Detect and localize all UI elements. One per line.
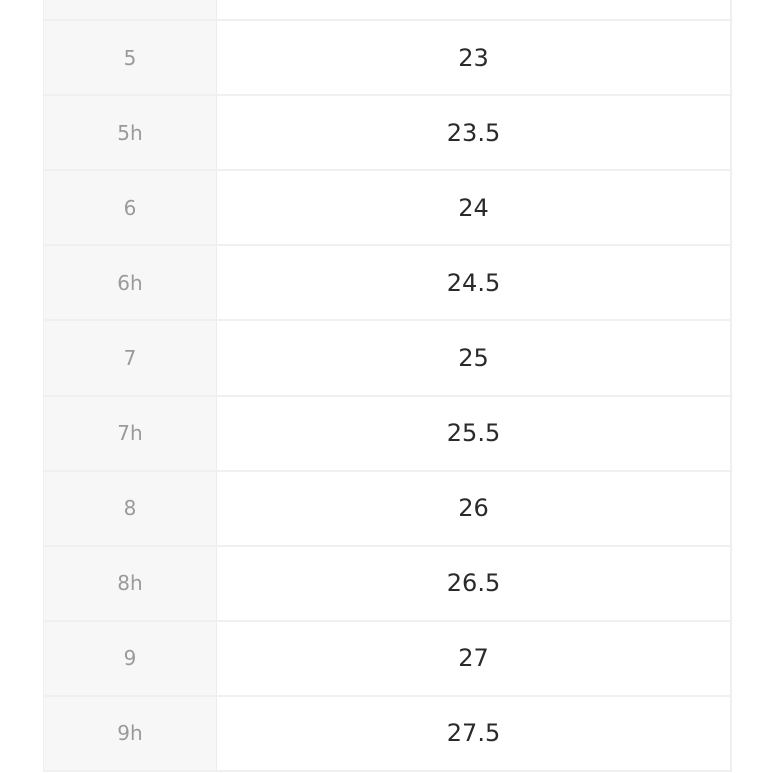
size-value: 25	[458, 344, 489, 373]
table-row: 5 23	[44, 21, 730, 97]
table-row: 8h 26.5	[44, 546, 730, 622]
table-row: 7 25	[44, 321, 730, 397]
size-value: 27.5	[446, 719, 501, 748]
table-row: 6h 24.5	[44, 246, 730, 322]
size-label: 7h	[44, 396, 217, 470]
table-row: 9h 27.5	[44, 696, 730, 773]
table-row: 9 27	[44, 621, 730, 697]
size-value: 25.5	[446, 419, 501, 448]
table-row: 5h 23.5	[44, 96, 730, 172]
table-row: 7h 25.5	[44, 396, 730, 472]
size-label: 6	[44, 171, 217, 245]
size-label: 5h	[44, 96, 217, 170]
size-label: 9h	[44, 696, 217, 771]
size-label	[44, 0, 217, 20]
size-value	[217, 0, 730, 19]
size-value: 27	[458, 644, 489, 673]
size-table: 5 23 5h 23.5 6 24 6h 24.5 7 25 7h 25.5 8 26 8h 26.5 9 27 9…	[43, 0, 732, 773]
size-label: 5	[44, 21, 217, 95]
size-value: 26	[458, 494, 489, 523]
size-label: 6h	[44, 246, 217, 320]
size-value: 24.5	[446, 268, 501, 297]
table-row: 8 26	[44, 471, 730, 547]
size-label: 7	[44, 321, 217, 395]
size-value: 23	[458, 43, 489, 72]
size-value: 26.5	[446, 569, 501, 598]
size-label: 8h	[44, 546, 217, 620]
size-value: 24	[458, 193, 489, 222]
size-label: 8	[44, 471, 217, 545]
table-row: 6 24	[44, 171, 730, 247]
size-label: 9	[44, 621, 217, 695]
table-row	[44, 0, 730, 22]
size-value: 23.5	[446, 118, 501, 147]
